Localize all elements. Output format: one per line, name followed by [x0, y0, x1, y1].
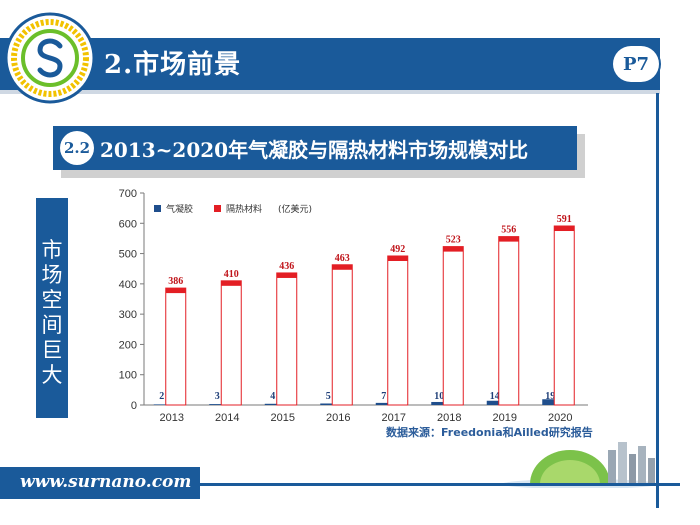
x-tick-label: 2017	[382, 412, 406, 423]
bar-insulation-cap	[443, 246, 464, 252]
data-label-aerogel: 5	[326, 391, 331, 402]
x-tick-label: 2013	[160, 412, 184, 423]
bar-insulation	[442, 246, 464, 406]
footer-bar	[0, 467, 200, 499]
data-source-note: 数据来源：Freedonia和Ailled研究报告	[386, 426, 593, 439]
page-number-badge: P7	[613, 46, 659, 82]
y-tick-label: 700	[119, 188, 137, 200]
legend-swatch-aerogel	[154, 205, 161, 212]
bar-aerogel	[153, 404, 170, 405]
bar-aerogel	[542, 399, 559, 405]
bar-insulation-cap	[165, 288, 186, 294]
side-label-bar	[36, 198, 68, 418]
bar-insulation	[498, 236, 520, 406]
section-subtitle: 2013~2020年气凝胶与隔热材料市场规模对比	[100, 138, 529, 162]
bar-aerogel	[209, 404, 226, 405]
bar-insulation	[220, 280, 242, 406]
bar-aerogel	[486, 400, 503, 405]
x-tick-label: 2016	[326, 412, 350, 423]
data-label-aerogel: 19	[545, 391, 555, 402]
y-tick-label: 300	[119, 309, 137, 321]
data-label-aerogel: 2	[159, 391, 164, 402]
side-label: 市 场 空 间 巨 大	[36, 238, 68, 388]
right-border-line	[656, 93, 659, 508]
y-tick-label: 200	[119, 339, 137, 351]
y-tick-label: 400	[119, 279, 137, 291]
data-label-insulation: 463	[335, 253, 350, 264]
data-label-insulation: 591	[557, 214, 572, 225]
y-tick-label: 100	[119, 370, 137, 382]
data-label-aerogel: 10	[434, 391, 444, 402]
data-label-insulation: 492	[390, 244, 405, 255]
city-globe-icon	[502, 442, 658, 488]
y-tick-label: 0	[131, 400, 137, 412]
bar-insulation	[165, 287, 187, 406]
data-label-insulation: 386	[168, 276, 183, 287]
bar-insulation-cap	[554, 226, 575, 232]
x-tick-label: 2015	[271, 412, 295, 423]
bar-aerogel	[375, 402, 392, 405]
bar-insulation-cap	[332, 264, 353, 270]
website-link[interactable]: www.surnano.com	[20, 472, 192, 492]
bar-insulation	[387, 255, 409, 406]
bar-insulation-cap	[387, 255, 408, 261]
subtitle-bar	[53, 126, 577, 170]
side-label-char: 大	[41, 363, 63, 387]
bar-insulation	[331, 264, 353, 406]
footer-line	[200, 483, 680, 486]
x-tick-label: 2020	[548, 412, 572, 423]
data-label-aerogel: 3	[215, 391, 220, 402]
data-label-insulation: 523	[446, 235, 461, 246]
data-label-insulation: 436	[279, 261, 294, 272]
data-label-aerogel: 7	[381, 391, 386, 402]
side-label-char: 间	[41, 313, 63, 337]
bar-insulation-cap	[221, 280, 242, 286]
side-label-char: 市	[41, 238, 63, 262]
header-shadow	[0, 90, 660, 94]
company-logo-icon	[4, 12, 96, 104]
y-tick-label: 500	[119, 249, 137, 261]
legend-swatch-insulation	[214, 205, 221, 212]
y-tick-label: 600	[119, 218, 137, 230]
x-tick-label: 2014	[215, 412, 239, 423]
bar-insulation-cap	[276, 272, 297, 278]
market-size-bar-chart: 0 100 200 300 400 500 600 700 2 386 2013 3 410 2014 4 4…	[119, 188, 588, 423]
data-label-insulation: 410	[224, 269, 239, 280]
header-bar	[0, 38, 660, 90]
bar-aerogel	[431, 401, 448, 405]
page-title: 2.市场前景	[104, 50, 242, 80]
side-label-char: 空	[41, 288, 63, 312]
data-label-aerogel: 4	[270, 391, 275, 402]
bar-insulation-cap	[498, 236, 519, 242]
bar-aerogel	[264, 403, 281, 405]
legend-label-insulation: 隔热材料	[226, 203, 262, 215]
bar-insulation	[553, 225, 575, 406]
x-tick-label: 2019	[493, 412, 517, 423]
section-number-badge: 2.2	[60, 131, 94, 165]
legend-unit: (亿美元)	[278, 203, 312, 215]
data-label-aerogel: 14	[490, 391, 500, 402]
bar-aerogel	[320, 403, 337, 405]
x-tick-label: 2018	[437, 412, 461, 423]
data-label-insulation: 556	[501, 225, 516, 236]
legend-label-aerogel: 气凝胶	[166, 203, 193, 215]
bar-insulation	[276, 272, 298, 406]
side-label-char: 场	[41, 263, 63, 287]
side-label-char: 巨	[41, 338, 63, 362]
